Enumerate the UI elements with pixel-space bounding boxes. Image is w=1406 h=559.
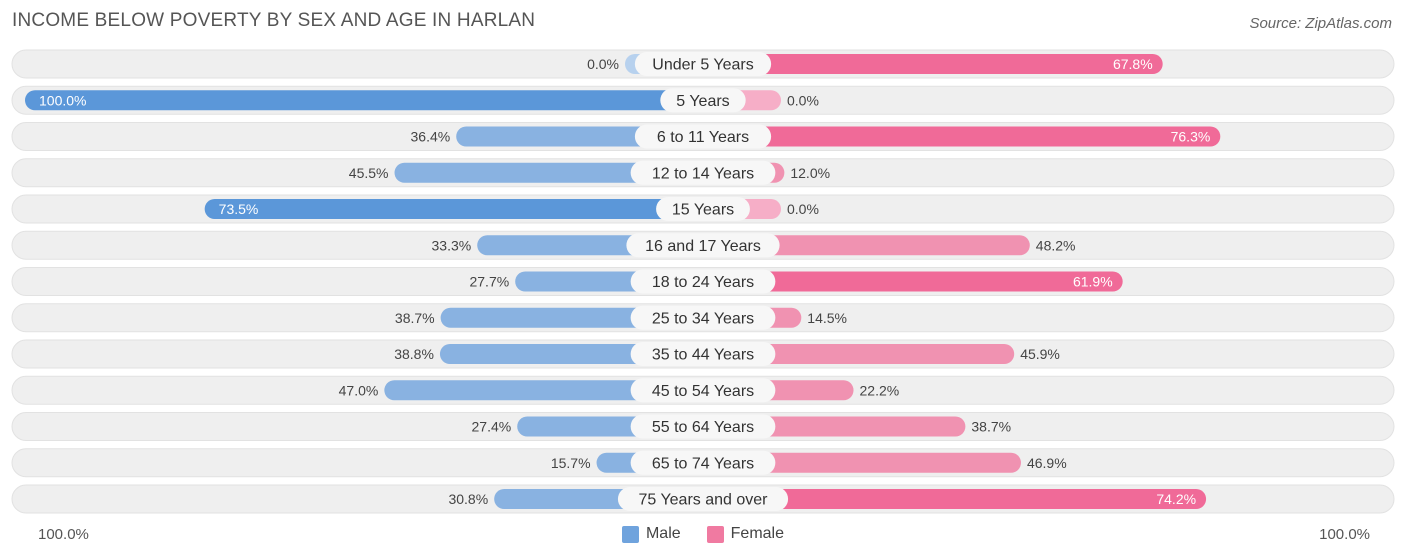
- category-pill-12-to-14-years: [630, 160, 776, 185]
- category-pill-18-to-24-years: [630, 269, 776, 294]
- bar-male-5-years: [25, 90, 703, 111]
- category-label-18-to-24-years: 18 to 24 Years: [652, 274, 754, 291]
- bar-female-75-years-and-over: [703, 489, 1207, 509]
- value-label-male-5-years: 100.0%: [39, 92, 86, 108]
- bar-female-18-to-24-years: [703, 271, 1123, 292]
- category-label-under-5-years: Under 5 Years: [652, 57, 753, 74]
- value-label-female-35-to-44-years: 45.9%: [1020, 346, 1060, 362]
- value-label-female-15-years: 0.0%: [787, 201, 819, 217]
- category-pill-65-to-74-years: [630, 450, 776, 475]
- value-label-female-65-to-74-years: 46.9%: [1027, 455, 1067, 471]
- legend-item-male: Male: [621, 525, 681, 543]
- legend: Male Female: [0, 525, 1406, 543]
- bar-female-35-to-44-years: [703, 344, 1015, 364]
- category-label-55-to-64-years: 55 to 64 Years: [652, 419, 754, 436]
- value-label-female-5-years: 0.0%: [787, 92, 819, 108]
- category-label-6-to-11-years: 6 to 11 Years: [657, 129, 749, 146]
- bar-male-12-to-14-years: [394, 162, 703, 183]
- category-pill-45-to-54-years: [630, 378, 776, 403]
- bar-male-45-to-54-years: [384, 380, 703, 401]
- value-label-male-16-and-17-years: 33.3%: [432, 237, 472, 253]
- category-pill-under-5-years: [634, 52, 772, 76]
- legend-label-male: Male: [645, 525, 681, 542]
- category-pill-5-years: [660, 88, 746, 113]
- category-pill-75-years-and-over: [617, 487, 789, 511]
- value-label-male-75-years-and-over: 30.8%: [448, 491, 488, 507]
- value-label-female-45-to-54-years: 22.2%: [860, 382, 900, 398]
- legend-label-female: Female: [730, 525, 785, 542]
- value-label-female-18-to-24-years: 61.9%: [1073, 274, 1113, 290]
- bar-female-16-and-17-years: [703, 235, 1030, 256]
- axis-left-label: 100.0%: [38, 526, 89, 543]
- chart-svg: Under 5 Years 0.0% 67.8% 5 Years 100.0% 0.0% 6…: [11, 49, 1395, 514]
- value-label-female-75-years-and-over: 74.2%: [1156, 491, 1196, 507]
- value-label-female-55-to-64-years: 38.7%: [971, 419, 1011, 435]
- category-label-25-to-34-years: 25 to 34 Years: [652, 310, 754, 327]
- legend-swatch-female: [706, 525, 724, 543]
- value-label-male-15-years: 73.5%: [219, 201, 259, 217]
- chart-title: INCOME BELOW POVERTY BY SEX AND AGE IN H…: [12, 10, 536, 31]
- bar-female-under-5-years: [703, 54, 1163, 74]
- value-label-female-under-5-years: 67.8%: [1113, 56, 1153, 72]
- value-label-male-18-to-24-years: 27.7%: [469, 274, 509, 290]
- category-pill-15-years: [656, 197, 750, 221]
- value-label-female-16-and-17-years: 48.2%: [1036, 237, 1076, 253]
- axis-right-label: 100.0%: [1319, 526, 1370, 543]
- category-label-35-to-44-years: 35 to 44 Years: [652, 347, 754, 364]
- value-label-female-6-to-11-years: 76.3%: [1171, 129, 1211, 145]
- value-label-male-35-to-44-years: 38.8%: [394, 346, 434, 362]
- category-pill-55-to-64-years: [630, 414, 776, 439]
- value-label-female-12-to-14-years: 12.0%: [790, 165, 830, 181]
- category-label-75-years-and-over: 75 Years and over: [639, 492, 769, 509]
- category-label-15-years: 15 Years: [672, 202, 734, 219]
- category-pill-35-to-44-years: [630, 342, 776, 366]
- legend-item-female: Female: [706, 525, 785, 543]
- bar-male-15-years: [204, 199, 704, 219]
- category-label-5-years: 5 Years: [676, 93, 729, 110]
- category-pill-16-and-17-years: [626, 233, 780, 258]
- bar-female-6-to-11-years: [703, 126, 1221, 147]
- value-label-male-45-to-54-years: 47.0%: [339, 382, 379, 398]
- category-pill-6-to-11-years: [634, 124, 772, 149]
- bar-female-65-to-74-years: [703, 452, 1021, 473]
- category-label-45-to-54-years: 45 to 54 Years: [652, 383, 754, 400]
- value-label-male-under-5-years: 0.0%: [587, 56, 619, 72]
- category-pill-25-to-34-years: [630, 305, 776, 330]
- value-label-male-25-to-34-years: 38.7%: [395, 310, 435, 326]
- legend-swatch-male: [621, 525, 639, 543]
- value-label-male-55-to-64-years: 27.4%: [472, 419, 512, 435]
- value-label-male-65-to-74-years: 15.7%: [551, 455, 591, 471]
- category-label-12-to-14-years: 12 to 14 Years: [652, 165, 754, 182]
- value-label-male-12-to-14-years: 45.5%: [349, 165, 389, 181]
- chart-source: Source: ZipAtlas.com: [1249, 15, 1392, 32]
- value-label-male-6-to-11-years: 36.4%: [411, 129, 451, 145]
- category-label-16-and-17-years: 16 and 17 Years: [645, 238, 761, 255]
- category-label-65-to-74-years: 65 to 74 Years: [652, 455, 754, 472]
- value-label-female-25-to-34-years: 14.5%: [807, 310, 847, 326]
